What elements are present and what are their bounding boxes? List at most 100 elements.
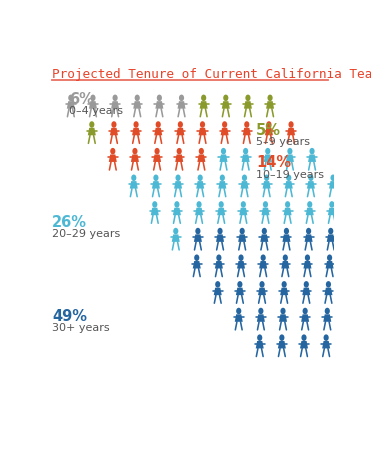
- Polygon shape: [322, 341, 330, 348]
- Polygon shape: [172, 234, 180, 242]
- Polygon shape: [280, 288, 288, 295]
- Polygon shape: [324, 288, 332, 295]
- Text: 30+ years: 30+ years: [52, 323, 110, 333]
- Circle shape: [307, 201, 312, 208]
- Polygon shape: [132, 128, 140, 135]
- Circle shape: [309, 148, 315, 155]
- Polygon shape: [282, 234, 290, 242]
- Polygon shape: [300, 341, 308, 348]
- Circle shape: [370, 281, 371, 288]
- Polygon shape: [215, 261, 223, 268]
- Circle shape: [173, 228, 178, 234]
- Circle shape: [153, 174, 158, 181]
- Polygon shape: [303, 261, 312, 268]
- Polygon shape: [240, 181, 249, 189]
- Polygon shape: [263, 181, 270, 189]
- Circle shape: [194, 255, 199, 261]
- Circle shape: [237, 281, 243, 288]
- Polygon shape: [264, 155, 272, 162]
- Text: 5–9 years: 5–9 years: [256, 137, 310, 147]
- Circle shape: [259, 281, 265, 288]
- Circle shape: [215, 281, 220, 288]
- Polygon shape: [301, 314, 309, 322]
- Circle shape: [305, 255, 310, 261]
- Circle shape: [201, 95, 206, 101]
- Circle shape: [329, 201, 335, 208]
- Polygon shape: [350, 208, 358, 215]
- Circle shape: [157, 95, 162, 101]
- Polygon shape: [259, 261, 267, 268]
- Circle shape: [236, 308, 241, 314]
- Polygon shape: [345, 314, 354, 322]
- Polygon shape: [198, 128, 207, 135]
- Polygon shape: [153, 155, 161, 162]
- Polygon shape: [285, 181, 293, 189]
- Polygon shape: [214, 288, 222, 295]
- Circle shape: [223, 95, 229, 101]
- Polygon shape: [133, 101, 141, 109]
- Circle shape: [135, 95, 140, 101]
- Polygon shape: [222, 101, 230, 109]
- Polygon shape: [306, 208, 314, 215]
- Text: 14%: 14%: [256, 155, 291, 171]
- Polygon shape: [221, 128, 229, 135]
- Polygon shape: [131, 155, 139, 162]
- Polygon shape: [151, 208, 159, 215]
- Polygon shape: [305, 234, 313, 242]
- Polygon shape: [367, 341, 371, 348]
- Circle shape: [287, 148, 292, 155]
- Polygon shape: [326, 261, 334, 268]
- Polygon shape: [370, 261, 371, 268]
- Text: 10–19 years: 10–19 years: [256, 170, 324, 180]
- Circle shape: [199, 148, 204, 155]
- Polygon shape: [155, 101, 163, 109]
- Polygon shape: [196, 181, 204, 189]
- Polygon shape: [242, 155, 250, 162]
- Circle shape: [195, 228, 200, 234]
- Polygon shape: [329, 181, 337, 189]
- Polygon shape: [235, 314, 243, 322]
- Circle shape: [349, 255, 354, 261]
- Polygon shape: [327, 234, 335, 242]
- Circle shape: [286, 174, 291, 181]
- Polygon shape: [348, 261, 356, 268]
- Polygon shape: [368, 314, 371, 322]
- Circle shape: [241, 201, 246, 208]
- Circle shape: [244, 121, 249, 128]
- Circle shape: [347, 308, 352, 314]
- Circle shape: [346, 334, 351, 341]
- Circle shape: [198, 174, 203, 181]
- Polygon shape: [260, 234, 268, 242]
- Polygon shape: [236, 288, 244, 295]
- Circle shape: [245, 95, 250, 101]
- Circle shape: [368, 334, 371, 341]
- Polygon shape: [257, 314, 265, 322]
- Circle shape: [260, 255, 266, 261]
- Circle shape: [200, 121, 205, 128]
- Polygon shape: [344, 341, 352, 348]
- Circle shape: [258, 308, 263, 314]
- Text: 20–29 years: 20–29 years: [52, 229, 120, 239]
- Polygon shape: [281, 261, 289, 268]
- Circle shape: [284, 228, 289, 234]
- Circle shape: [264, 174, 269, 181]
- Polygon shape: [200, 101, 208, 109]
- Circle shape: [179, 95, 184, 101]
- Circle shape: [216, 255, 221, 261]
- Polygon shape: [262, 208, 269, 215]
- Circle shape: [91, 95, 96, 101]
- Polygon shape: [308, 155, 316, 162]
- Polygon shape: [279, 314, 287, 322]
- Polygon shape: [283, 208, 292, 215]
- Polygon shape: [176, 128, 184, 135]
- Circle shape: [280, 308, 286, 314]
- Polygon shape: [67, 101, 75, 109]
- Polygon shape: [278, 341, 286, 348]
- Circle shape: [348, 281, 353, 288]
- Polygon shape: [349, 234, 357, 242]
- Polygon shape: [237, 261, 245, 268]
- Circle shape: [351, 201, 357, 208]
- Polygon shape: [323, 314, 331, 322]
- Circle shape: [221, 148, 226, 155]
- Polygon shape: [197, 155, 206, 162]
